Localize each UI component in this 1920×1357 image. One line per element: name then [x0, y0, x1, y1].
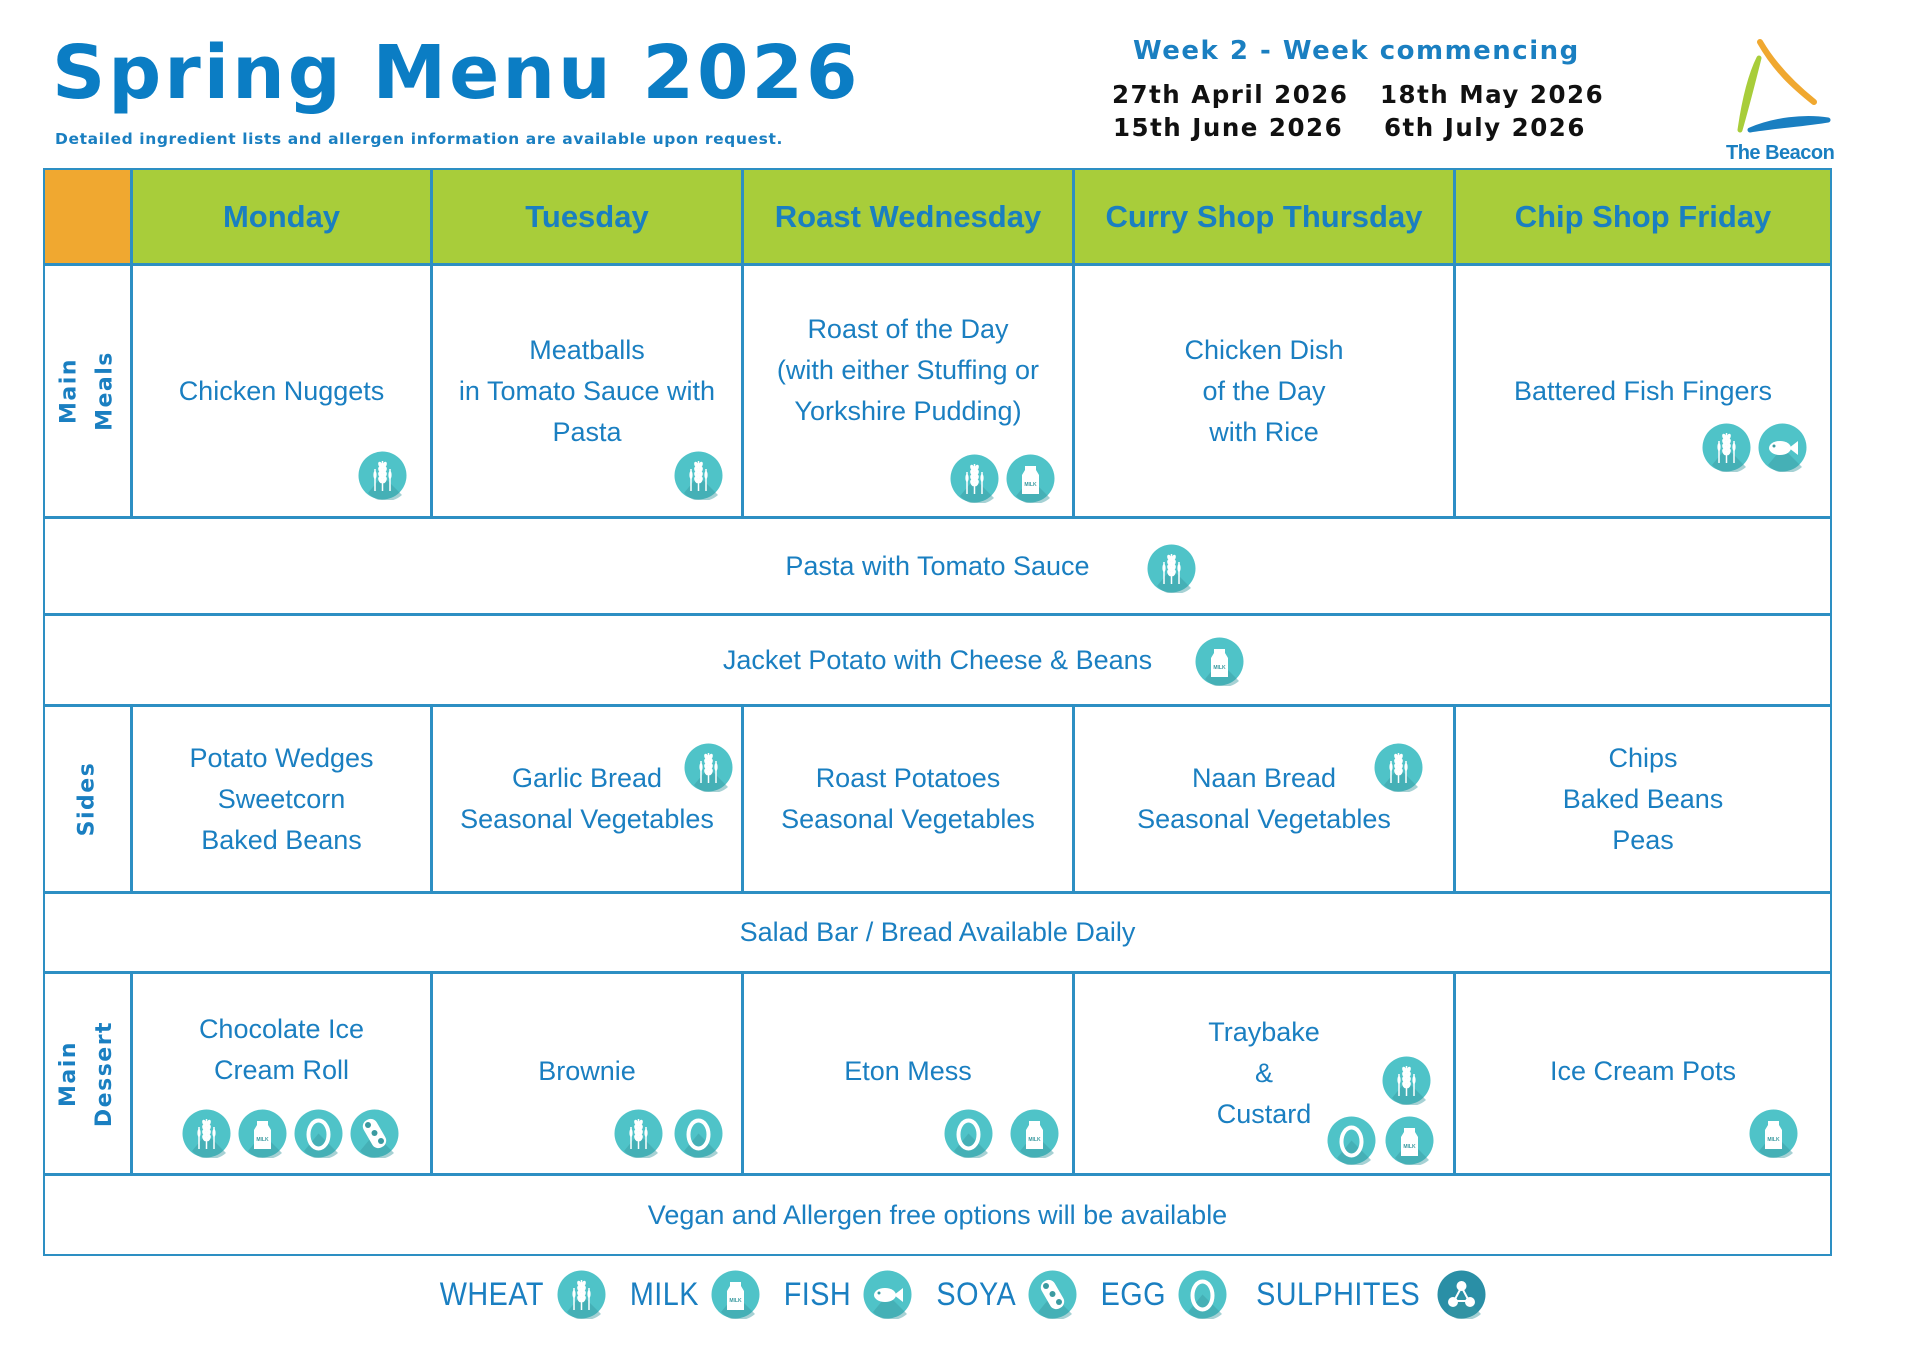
- daily-option-text: Pasta with Tomato Sauce: [785, 550, 1090, 581]
- wheat-icon: [358, 451, 407, 500]
- main-meal-friday: Battered Fish Fingers: [1454, 264, 1832, 518]
- wheat-icon: [684, 743, 733, 792]
- legend-item-fish: FISH: [780, 1270, 912, 1319]
- date-2: 18th May 2026: [1380, 80, 1605, 109]
- wheat-icon: [950, 454, 999, 503]
- legend-label: MILK: [630, 1276, 700, 1312]
- date-4: 6th July 2026: [1384, 113, 1586, 142]
- wheat-icon: [1374, 743, 1423, 792]
- date-3: 15th June 2026: [1113, 113, 1344, 142]
- legend-label: SULPHITES: [1256, 1276, 1421, 1312]
- row-label-main-dessert: Main Dessert: [43, 972, 132, 1175]
- day-header-tuesday: Tuesday: [431, 168, 743, 265]
- wheat-icon: [614, 1109, 663, 1158]
- egg-icon: [294, 1109, 343, 1158]
- sulphites-icon: [1437, 1270, 1486, 1319]
- allergen-icons: [1147, 544, 1196, 593]
- legend-label: WHEAT: [439, 1276, 544, 1312]
- svg-text:MILK: MILK: [729, 1298, 742, 1304]
- fish-icon: [1758, 423, 1807, 472]
- beacon-logo: [1737, 39, 1831, 133]
- day-header-monday: Monday: [131, 168, 432, 265]
- allergen-icons: MILK: [950, 454, 1055, 503]
- wheat-icon: [674, 451, 723, 500]
- legend-item-milk: MILK MILK: [626, 1270, 760, 1319]
- day-header-thursday: Curry Shop Thursday: [1073, 168, 1455, 265]
- milk-icon: MILK: [1006, 454, 1055, 503]
- wheat-icon: [557, 1270, 606, 1319]
- allergen-icons: [1374, 743, 1423, 792]
- daily-option-text: Jacket Potato with Cheese & Beans: [722, 644, 1153, 675]
- allergen-legend: WHEAT MILK MILK FISH SOYA EGG SULPHITES: [0, 1270, 1920, 1319]
- svg-text:MILK: MILK: [1024, 482, 1037, 488]
- allergen-icons: MILK: [1195, 637, 1244, 686]
- allergen-icons: [614, 1109, 723, 1158]
- corner-cell: [43, 168, 132, 265]
- beacon-logo-text: The Beacon: [1726, 142, 1835, 164]
- soya-icon: [1028, 1270, 1077, 1319]
- salad-bar-row: Salad Bar / Bread Available Daily: [43, 892, 1832, 973]
- sides-friday: Chips Baked Beans Peas: [1454, 705, 1832, 893]
- svg-text:MILK: MILK: [1767, 1137, 1780, 1143]
- week-label: Week 2 - Week commencing: [1133, 36, 1580, 66]
- page-title: Spring Menu 2026: [52, 30, 861, 116]
- egg-icon: [674, 1109, 723, 1158]
- main-meal-wednesday: Roast of the Day (with either Stuffing o…: [742, 264, 1074, 518]
- milk-icon: MILK: [1010, 1109, 1059, 1158]
- svg-text:MILK: MILK: [256, 1137, 269, 1143]
- egg-icon: [1178, 1270, 1227, 1319]
- allergen-icons: [674, 451, 723, 500]
- milk-icon: MILK: [1385, 1116, 1434, 1165]
- svg-text:MILK: MILK: [1213, 665, 1226, 671]
- milk-icon: MILK: [1195, 637, 1244, 686]
- allergen-icons: MILK: [182, 1109, 399, 1158]
- egg-icon: [1327, 1116, 1376, 1165]
- daily-option-pasta: Pasta with Tomato Sauce: [43, 517, 1832, 615]
- main-meal-thursday: Chicken Dish of the Day with Rice: [1073, 264, 1455, 518]
- day-header-wednesday: Roast Wednesday: [742, 168, 1074, 265]
- wheat-icon: [182, 1109, 231, 1158]
- sides-wednesday: Roast Potatoes Seasonal Vegetables: [742, 705, 1074, 893]
- row-label-sides: Sides: [43, 705, 132, 893]
- allergen-info-note: Detailed ingredient lists and allergen i…: [55, 130, 783, 148]
- wheat-icon: [1382, 1056, 1431, 1105]
- date-1: 27th April 2026: [1112, 80, 1349, 109]
- milk-icon: MILK: [1749, 1109, 1798, 1158]
- vegan-options-note: Vegan and Allergen free options will be …: [43, 1174, 1832, 1256]
- allergen-icons: [358, 451, 407, 500]
- fish-icon: [863, 1270, 912, 1319]
- row-label-main-meals: Main Meals: [43, 264, 132, 518]
- svg-text:MILK: MILK: [1403, 1144, 1416, 1150]
- sides-tuesday: Garlic Bread Seasonal Vegetables: [431, 705, 743, 893]
- allergen-icons: [684, 743, 733, 792]
- sides-thursday: Naan Bread Seasonal Vegetables: [1073, 705, 1455, 893]
- day-header-friday: Chip Shop Friday: [1454, 168, 1832, 265]
- allergen-icons: MILK: [944, 1109, 1059, 1158]
- wheat-icon: [1702, 423, 1751, 472]
- legend-item-wheat: WHEAT: [434, 1270, 607, 1319]
- legend-item-soya: SOYA: [932, 1270, 1078, 1319]
- legend-item-egg: EGG: [1097, 1270, 1227, 1319]
- soya-icon: [350, 1109, 399, 1158]
- legend-item-sulphites: SULPHITES: [1247, 1270, 1486, 1319]
- legend-label: FISH: [783, 1276, 852, 1312]
- milk-icon: MILK: [711, 1270, 760, 1319]
- wheat-icon: [1147, 544, 1196, 593]
- egg-icon: [944, 1109, 993, 1158]
- daily-option-jacket-potato: Jacket Potato with Cheese & Beans: [43, 614, 1832, 706]
- sides-monday: Potato Wedges Sweetcorn Baked Beans: [131, 705, 432, 893]
- svg-text:MILK: MILK: [1028, 1137, 1041, 1143]
- allergen-icons: [1702, 423, 1807, 472]
- legend-label: EGG: [1101, 1276, 1167, 1312]
- allergen-icons: MILK: [1749, 1109, 1798, 1158]
- milk-icon: MILK: [238, 1109, 287, 1158]
- legend-label: SOYA: [936, 1276, 1016, 1312]
